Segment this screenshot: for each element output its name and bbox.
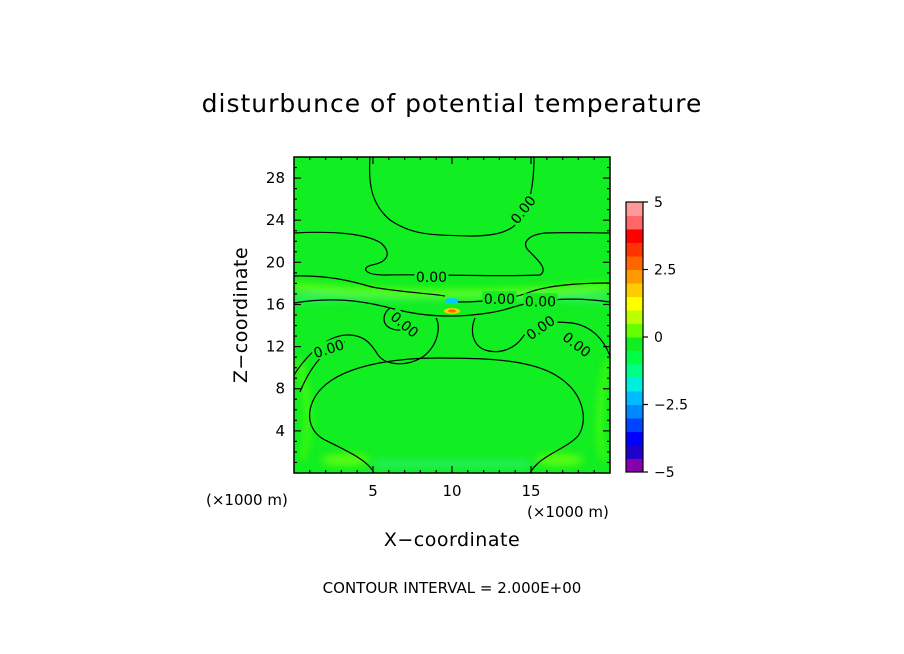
contour-upper-band: [294, 231, 610, 277]
x-axis-label: X−coordinate: [384, 529, 520, 551]
colorbar-segment: [626, 404, 643, 419]
shading-warm-left: [296, 360, 311, 460]
colorbar-tick-label: 2.5: [654, 263, 676, 279]
colorbar: 5 2.5 0 −2.5 −5: [625, 195, 688, 481]
colorbar-segment: [626, 391, 643, 405]
x-tick-label: 10: [442, 482, 461, 500]
contour-label-bg: [482, 291, 517, 307]
y-axis: 4 8 12 16 20 24 28: [266, 166, 610, 464]
y-tick-label: 12: [266, 338, 285, 356]
colorbar-segment: [626, 256, 643, 270]
field-background: [294, 157, 610, 473]
colorbar-segment: [626, 229, 643, 243]
contour-label-bg: [506, 191, 540, 228]
contour-bottom-loop: [309, 357, 584, 473]
colorbar-segment: [626, 350, 643, 365]
center-anomaly: [444, 298, 460, 314]
colorbar-segment: [626, 202, 643, 216]
y-tick-label: 20: [266, 253, 285, 271]
y-tick-label: 24: [266, 211, 285, 229]
colorbar-segment: [626, 283, 643, 297]
x-unit-label: (×1000 m): [527, 503, 609, 521]
y-tick-label: 4: [275, 422, 285, 440]
y-tick-label: 16: [266, 295, 285, 313]
x-tick-label: 5: [368, 482, 378, 500]
contour-layer-top: [294, 275, 446, 297]
plot-area: 0.000.000.00 0.000.000.000.000.00: [293, 156, 611, 474]
colorbar-segment: [626, 337, 643, 351]
colorbar-tick-label: 0: [654, 330, 663, 346]
contour-right-lobe: [471, 317, 610, 357]
warm-anomaly-center: [448, 309, 456, 313]
contour-lines: [294, 157, 610, 473]
chart-title: disturbunce of potential temperature: [202, 89, 703, 118]
shading-cool-bottom: [374, 461, 530, 467]
contour-label-bg: [521, 311, 559, 344]
colorbar-tick-label: −5: [654, 465, 675, 481]
colorbar-tick-label: −2.5: [654, 398, 688, 414]
y-tick-label: 28: [266, 169, 285, 187]
shading-warm-bottom-right: [536, 454, 584, 466]
x-tick-label: 15: [521, 482, 540, 500]
y-tick-label: 8: [275, 380, 285, 398]
cold-anomaly: [445, 298, 459, 304]
colorbar-segment: [626, 458, 643, 473]
contour-label-bg: [414, 269, 449, 285]
colorbar-segment: [626, 296, 643, 311]
colorbar-segment: [626, 364, 643, 378]
colorbar-segment: [626, 215, 643, 230]
x-axis: 5 10 15: [309, 157, 595, 500]
colorbar-segment: [626, 242, 643, 257]
contour-label: 0.00: [482, 291, 517, 308]
colorbar-segment: [626, 431, 643, 446]
contour-interval-note: CONTOUR INTERVAL = 2.000E+00: [323, 579, 582, 597]
colorbar-segment: [626, 310, 643, 324]
contour-label-text: 0.00: [416, 270, 447, 286]
contour-label: 0.00: [523, 293, 558, 310]
colorbar-tick-label: 5: [654, 195, 663, 211]
contour-label-text: 0.00: [484, 292, 515, 308]
colorbar-segment: [626, 445, 643, 459]
y-axis-label: Z−coordinate: [230, 247, 252, 383]
colorbar-segment: [626, 377, 643, 392]
contour-label-bg: [310, 335, 348, 361]
contour-label-bg: [523, 293, 558, 309]
colorbar-segment: [626, 418, 643, 432]
y-unit-label: (×1000 m): [206, 491, 288, 509]
contour-label-bg: [559, 327, 596, 361]
shading-warm-right: [597, 360, 610, 460]
contour-label-bg: [387, 307, 423, 341]
contour-label: 0.00: [414, 269, 449, 286]
colorbar-segment: [626, 323, 643, 338]
colorbar-segment: [626, 269, 643, 284]
contour-label-text: 0.00: [525, 294, 556, 310]
